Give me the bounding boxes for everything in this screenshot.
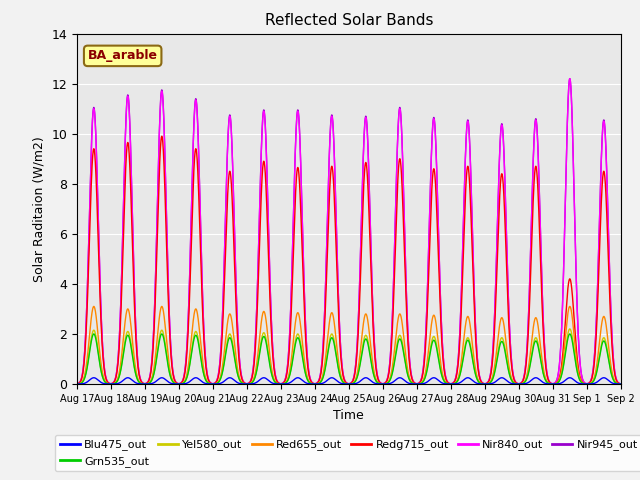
Nir945_out — [270, 360, 278, 365]
Blu475_out — [270, 381, 278, 386]
Nir840_out — [476, 376, 484, 382]
Yel580_out — [566, 326, 573, 332]
Grn535_out — [617, 381, 625, 387]
Redg715_out — [476, 377, 484, 383]
Blu475_out — [100, 381, 108, 386]
Red655_out — [476, 380, 484, 385]
Blu475_out — [617, 381, 625, 387]
Nir840_out — [506, 316, 513, 322]
Nir945_out — [419, 372, 426, 377]
Line: Redg715_out: Redg715_out — [77, 136, 621, 384]
Grn535_out — [506, 371, 513, 376]
Redg715_out — [419, 373, 426, 379]
Nir840_out — [395, 114, 403, 120]
Grn535_out — [90, 331, 98, 337]
Line: Yel580_out: Yel580_out — [77, 329, 621, 384]
Nir945_out — [566, 76, 573, 82]
Nir840_out — [419, 372, 426, 377]
Red655_out — [270, 375, 278, 381]
Red655_out — [617, 381, 625, 387]
Line: Blu475_out: Blu475_out — [77, 378, 621, 384]
Blu475_out — [90, 375, 98, 381]
Grn535_out — [73, 381, 81, 387]
Y-axis label: Solar Raditaion (W/m2): Solar Raditaion (W/m2) — [33, 136, 45, 282]
Red655_out — [506, 365, 513, 371]
Redg715_out — [270, 364, 278, 370]
Grn535_out — [100, 378, 108, 384]
Yel580_out — [476, 380, 484, 386]
Blu475_out — [395, 375, 403, 381]
Nir840_out — [73, 381, 81, 387]
Nir840_out — [617, 381, 625, 387]
Nir840_out — [100, 363, 108, 369]
Nir945_out — [395, 113, 403, 119]
Yel580_out — [73, 381, 81, 387]
Nir945_out — [617, 381, 625, 387]
Nir945_out — [73, 381, 81, 387]
Redg715_out — [506, 329, 513, 335]
Grn535_out — [270, 377, 278, 383]
Line: Red655_out: Red655_out — [77, 306, 621, 384]
Red655_out — [419, 379, 426, 384]
Yel580_out — [270, 377, 278, 383]
Nir945_out — [476, 375, 484, 381]
Redg715_out — [395, 162, 403, 168]
Line: Grn535_out: Grn535_out — [77, 334, 621, 384]
Blu475_out — [506, 380, 513, 385]
Yel580_out — [395, 334, 403, 340]
Line: Nir840_out: Nir840_out — [77, 79, 621, 384]
Redg715_out — [617, 381, 625, 387]
Yel580_out — [419, 379, 426, 385]
Yel580_out — [100, 378, 108, 384]
Text: BA_arable: BA_arable — [88, 49, 157, 62]
Redg715_out — [158, 133, 166, 139]
Red655_out — [90, 303, 98, 309]
Nir945_out — [100, 363, 108, 369]
Red655_out — [395, 313, 403, 319]
Yel580_out — [506, 370, 513, 375]
Red655_out — [73, 381, 81, 387]
Grn535_out — [395, 337, 403, 343]
Redg715_out — [100, 366, 108, 372]
Nir840_out — [566, 76, 573, 82]
Line: Nir945_out: Nir945_out — [77, 79, 621, 384]
Red655_out — [100, 376, 108, 382]
Title: Reflected Solar Bands: Reflected Solar Bands — [264, 13, 433, 28]
Blu475_out — [476, 381, 484, 387]
Blu475_out — [419, 381, 426, 387]
Redg715_out — [73, 381, 81, 387]
Grn535_out — [476, 380, 484, 386]
Blu475_out — [73, 381, 81, 387]
Yel580_out — [617, 381, 625, 387]
Nir945_out — [506, 315, 513, 321]
Nir840_out — [270, 360, 278, 365]
Legend: Blu475_out, Grn535_out, Yel580_out, Red655_out, Redg715_out, Nir840_out, Nir945_: Blu475_out, Grn535_out, Yel580_out, Red6… — [55, 435, 640, 471]
X-axis label: Time: Time — [333, 409, 364, 422]
Grn535_out — [419, 380, 426, 385]
